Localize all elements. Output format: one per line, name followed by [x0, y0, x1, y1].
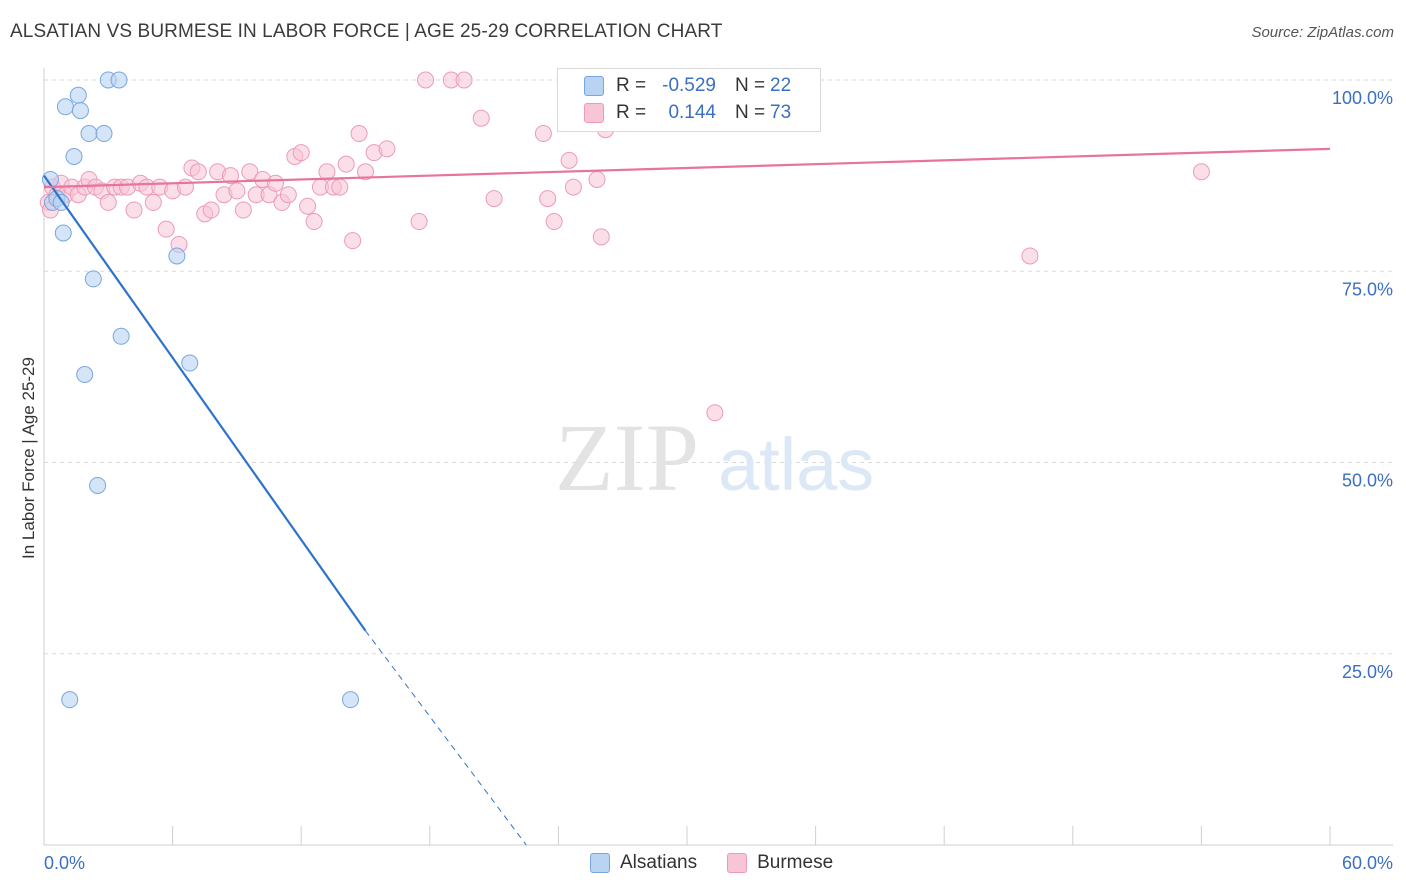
legend-item-alsatians[interactable]: Alsatians [590, 852, 697, 874]
alsatian-point[interactable] [61, 691, 79, 709]
alsatian-point[interactable] [89, 476, 107, 494]
burmese-point[interactable] [472, 109, 490, 127]
n-value: 22 [770, 75, 792, 96]
alsatian-point[interactable] [84, 270, 102, 288]
burmese-point[interactable] [410, 213, 428, 231]
burmese-point[interactable] [706, 404, 724, 422]
burmese-point[interactable] [228, 182, 246, 200]
burmese-point[interactable] [125, 201, 143, 219]
burmese-point[interactable] [234, 201, 252, 219]
burmese-legend-swatch [727, 853, 748, 873]
legend-item-burmese[interactable]: Burmese [727, 852, 833, 874]
burmese-point[interactable] [292, 144, 310, 162]
y-tick-label: 50.0% [1342, 471, 1393, 491]
burmese-point[interactable] [1192, 163, 1210, 181]
watermark-atlas: atlas [718, 423, 874, 506]
x-tick-label: 0.0% [44, 853, 85, 873]
n-label: N = [735, 102, 766, 123]
burmese-point[interactable] [539, 190, 557, 208]
y-tick-label: 100.0% [1332, 88, 1393, 108]
alsatian-point[interactable] [341, 691, 359, 709]
burmese-point[interactable] [1021, 247, 1039, 265]
legend-label-burmese: Burmese [757, 852, 834, 873]
burmese-point[interactable] [564, 178, 582, 196]
burmese-point[interactable] [305, 213, 323, 231]
burmese-point[interactable] [221, 167, 239, 185]
burmese-point[interactable] [144, 193, 162, 211]
burmese-point[interactable] [592, 228, 610, 246]
alsatian-point[interactable] [69, 86, 87, 104]
burmese-point[interactable] [99, 193, 117, 211]
r-value: -0.529 [662, 75, 716, 96]
source-label: Source: ZipAtlas.com [1251, 24, 1394, 41]
burmese-point[interactable] [299, 197, 317, 215]
alsatian-series [41, 71, 359, 709]
tick-labels: 25.0% 50.0% 75.0% 100.0% 0.0% 60.0% [44, 88, 1393, 873]
burmese-point[interactable] [157, 220, 175, 238]
alsatian-point[interactable] [95, 125, 113, 143]
stats-row-alsatians: R = -0.529 N = 22 [558, 73, 820, 99]
trendlines [43, 147, 1331, 846]
burmese-point[interactable] [337, 155, 355, 173]
burmese-point[interactable] [318, 163, 336, 181]
alsatian-point[interactable] [76, 366, 94, 384]
burmese-trendline [43, 147, 1331, 189]
alsatian-trendline-extension [365, 630, 527, 846]
r-label: R = [616, 75, 647, 96]
alsatian-swatch [584, 76, 604, 96]
x-tick-label: 60.0% [1342, 853, 1393, 873]
burmese-point[interactable] [357, 163, 374, 181]
alsatian-point[interactable] [80, 125, 98, 143]
chart-title: ALSATIAN VS BURMESE IN LABOR FORCE | AGE… [10, 21, 723, 42]
burmese-point[interactable] [241, 163, 259, 181]
watermark: ZIP atlas [555, 404, 874, 511]
legend-label-alsatians: Alsatians [620, 852, 698, 873]
r-value: 0.144 [668, 102, 716, 123]
y-axis-label: In Labor Force | Age 25-29 [19, 357, 38, 559]
burmese-point[interactable] [189, 163, 207, 181]
burmese-point[interactable] [545, 213, 563, 231]
alsatian-legend-swatch [590, 853, 610, 873]
burmese-point[interactable] [534, 125, 552, 143]
alsatian-point[interactable] [168, 247, 186, 265]
y-tick-label: 25.0% [1342, 662, 1393, 682]
burmese-point[interactable] [202, 201, 220, 219]
burmese-point[interactable] [331, 178, 349, 196]
burmese-point[interactable] [176, 178, 194, 196]
burmese-point[interactable] [279, 186, 297, 204]
burmese-point[interactable] [350, 125, 368, 143]
stats-legend: R = -0.529 N = 22 R = 0.144 N = 73 [557, 68, 821, 132]
stats-row-burmese: R = 0.144 N = 73 [558, 100, 820, 126]
y-tick-label: 75.0% [1342, 279, 1393, 299]
alsatian-trendline [43, 174, 367, 632]
alsatian-point[interactable] [110, 71, 128, 89]
burmese-point[interactable] [485, 190, 503, 208]
watermark-zip: ZIP [555, 404, 699, 511]
alsatian-point[interactable] [181, 354, 199, 372]
burmese-point[interactable] [417, 71, 435, 89]
alsatian-point[interactable] [56, 98, 74, 116]
alsatian-point[interactable] [112, 327, 130, 345]
burmese-point[interactable] [588, 170, 606, 188]
n-value: 73 [770, 102, 792, 123]
alsatian-point[interactable] [65, 148, 83, 165]
burmese-point[interactable] [560, 151, 578, 169]
bottom-legend: Alsatians Burmese [590, 852, 855, 874]
burmese-swatch [584, 103, 604, 123]
burmese-point[interactable] [344, 232, 362, 250]
r-label: R = [616, 102, 647, 123]
n-label: N = [735, 75, 766, 96]
burmese-point[interactable] [378, 140, 396, 158]
alsatian-point[interactable] [54, 224, 72, 242]
burmese-point[interactable] [266, 174, 284, 192]
alsatian-point[interactable] [71, 102, 89, 120]
burmese-point[interactable] [455, 71, 473, 89]
